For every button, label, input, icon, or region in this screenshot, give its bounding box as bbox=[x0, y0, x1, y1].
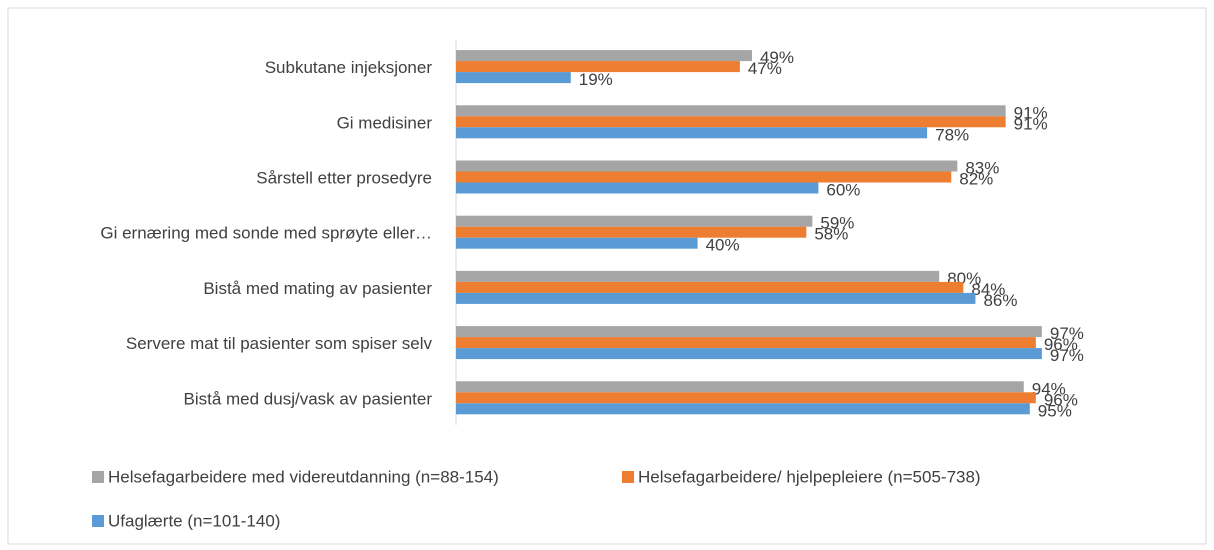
data-label: 78% bbox=[935, 125, 969, 144]
bar bbox=[456, 226, 807, 238]
bar bbox=[456, 50, 752, 62]
data-label: 96% bbox=[1044, 335, 1078, 354]
data-label: 97% bbox=[1050, 346, 1084, 365]
bar bbox=[456, 116, 1006, 128]
legend-label: Helsefagarbeidere/ hjelpepleiere (n=505-… bbox=[638, 467, 981, 486]
category-label: Gi ernæring med sonde med sprøyte eller… bbox=[100, 224, 432, 243]
bar bbox=[456, 348, 1042, 360]
data-label: 49% bbox=[760, 48, 794, 67]
bar bbox=[456, 392, 1036, 404]
data-label: 40% bbox=[706, 236, 740, 255]
bar bbox=[456, 403, 1030, 415]
legend-swatch bbox=[622, 471, 634, 483]
bar bbox=[456, 281, 964, 293]
bar bbox=[456, 381, 1024, 393]
data-label: 91% bbox=[1014, 103, 1048, 122]
bar bbox=[456, 171, 952, 183]
data-label: 19% bbox=[579, 70, 613, 89]
bar bbox=[456, 270, 940, 282]
data-label: 82% bbox=[959, 169, 993, 188]
category-label: Gi medisiner bbox=[337, 113, 433, 132]
data-label: 96% bbox=[1044, 390, 1078, 409]
data-label: 84% bbox=[971, 280, 1005, 299]
bar bbox=[456, 182, 819, 194]
bar bbox=[456, 292, 976, 304]
bar bbox=[456, 72, 571, 84]
legend-label: Helsefagarbeidere med videreutdanning (n… bbox=[108, 467, 499, 486]
legend-label: Ufaglærte (n=101-140) bbox=[108, 511, 280, 530]
data-label: 83% bbox=[965, 158, 999, 177]
data-label: 86% bbox=[983, 291, 1017, 310]
bar bbox=[456, 215, 813, 227]
data-label: 91% bbox=[1014, 114, 1048, 133]
bar bbox=[456, 105, 1006, 117]
data-label: 97% bbox=[1050, 324, 1084, 343]
data-label: 47% bbox=[748, 59, 782, 78]
data-label: 94% bbox=[1032, 379, 1066, 398]
bar bbox=[456, 127, 928, 139]
category-label: Bistå med mating av pasienter bbox=[203, 279, 432, 298]
data-label: 59% bbox=[820, 214, 854, 233]
category-label: Subkutane injeksjoner bbox=[265, 58, 433, 77]
category-label: Sårstell etter prosedyre bbox=[256, 168, 432, 187]
bar bbox=[456, 160, 958, 172]
legend-swatch bbox=[92, 471, 104, 483]
data-label: 60% bbox=[826, 180, 860, 199]
bar bbox=[456, 61, 740, 73]
category-label: Servere mat til pasienter som spiser sel… bbox=[126, 334, 433, 353]
category-label: Bistå med dusj/vask av pasienter bbox=[183, 389, 432, 408]
bar bbox=[456, 337, 1036, 349]
data-label: 95% bbox=[1038, 401, 1072, 420]
bar bbox=[456, 326, 1042, 338]
bar bbox=[456, 237, 698, 249]
data-label: 58% bbox=[814, 225, 848, 244]
legend-swatch bbox=[92, 515, 104, 527]
